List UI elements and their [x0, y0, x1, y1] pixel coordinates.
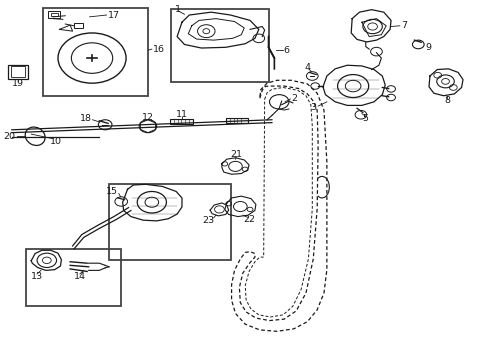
Bar — [225, 118, 247, 123]
Text: 19: 19 — [12, 79, 24, 88]
Text: 23: 23 — [202, 216, 214, 225]
Text: 11: 11 — [176, 110, 187, 119]
Text: 7: 7 — [400, 21, 406, 30]
Bar — [11, 66, 25, 77]
Bar — [171, 9, 268, 82]
Text: 3: 3 — [309, 103, 316, 112]
Bar — [8, 64, 28, 79]
Text: 12: 12 — [142, 113, 154, 122]
Bar — [109, 184, 230, 260]
Text: 9: 9 — [424, 43, 430, 52]
Bar — [51, 13, 58, 16]
Text: 6: 6 — [283, 46, 288, 55]
Text: 2: 2 — [291, 94, 297, 103]
Bar — [43, 8, 148, 96]
Text: 15: 15 — [105, 187, 118, 196]
Bar — [26, 249, 121, 306]
Circle shape — [306, 72, 318, 80]
Text: 1: 1 — [174, 5, 181, 14]
Bar — [169, 119, 193, 125]
Text: 21: 21 — [230, 150, 242, 159]
Text: 22: 22 — [243, 215, 255, 224]
Text: 18: 18 — [80, 114, 92, 123]
Text: 16: 16 — [152, 45, 164, 54]
Text: 14: 14 — [74, 271, 86, 280]
Text: 4: 4 — [304, 63, 310, 72]
Text: 17: 17 — [108, 10, 120, 19]
Bar — [74, 23, 82, 28]
Text: 20: 20 — [4, 132, 16, 141]
Text: 5: 5 — [362, 114, 368, 123]
Text: 13: 13 — [31, 271, 43, 280]
Text: 10: 10 — [49, 137, 61, 146]
Bar — [48, 11, 61, 18]
Text: 8: 8 — [443, 96, 449, 105]
